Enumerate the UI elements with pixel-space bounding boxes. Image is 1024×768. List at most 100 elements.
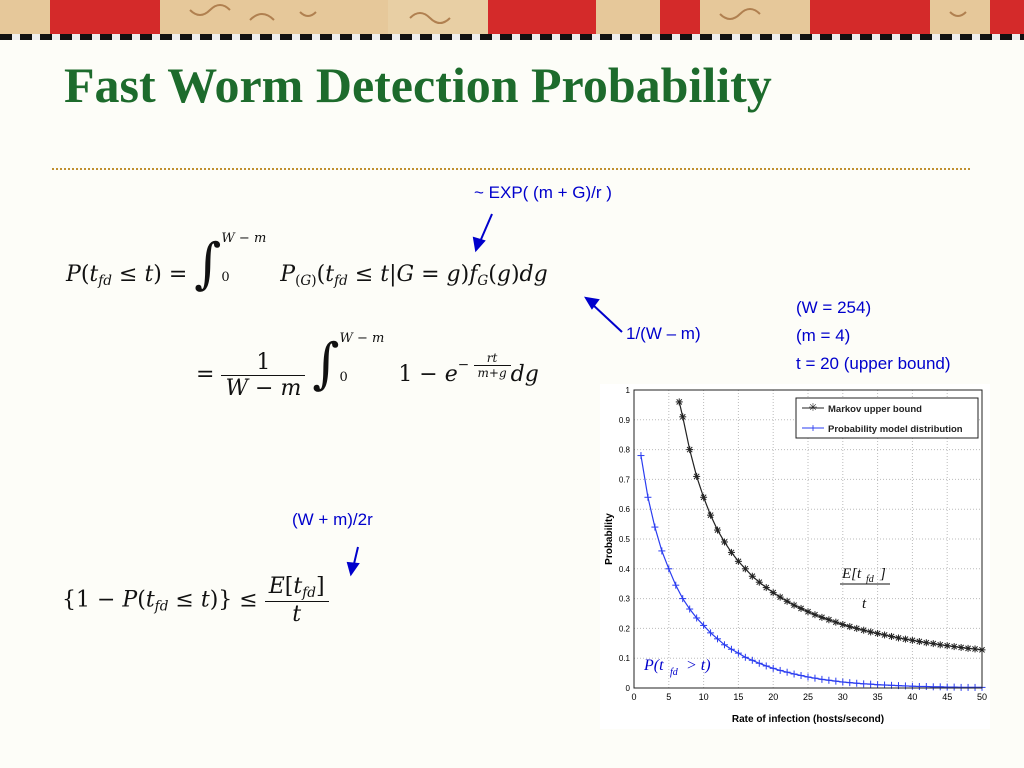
y-tick-label: 1	[626, 386, 631, 395]
svg-text:fd: fd	[670, 667, 679, 678]
chart-series	[637, 398, 986, 691]
model-point	[797, 671, 805, 679]
model-point	[964, 683, 972, 691]
model-point	[693, 614, 701, 622]
banner-dash	[0, 34, 12, 40]
model-point	[929, 683, 937, 691]
banner-dash	[280, 34, 292, 40]
markov-point	[943, 642, 951, 650]
markov-point	[720, 538, 728, 546]
model-point	[672, 581, 680, 589]
banner-dash	[760, 34, 772, 40]
legend-markov-label: Markov upper bound	[828, 404, 922, 415]
banner-dash	[100, 34, 112, 40]
banner-dash	[20, 34, 32, 40]
banner-dash	[960, 34, 972, 40]
model-point	[679, 595, 687, 603]
x-tick-label: 50	[977, 692, 987, 702]
model-point	[686, 605, 694, 613]
x-axis-label: Rate of infection (hosts/second)	[732, 714, 884, 725]
markov-point	[894, 634, 902, 642]
model-point	[825, 676, 833, 684]
model-point	[839, 678, 847, 686]
model-point	[769, 664, 777, 672]
page-title: Fast Worm Detection Probability	[64, 57, 772, 113]
markov-point	[860, 626, 868, 634]
banner-dash	[480, 34, 492, 40]
banner-dash	[680, 34, 692, 40]
x-tick-label: 10	[699, 692, 709, 702]
mean-time-annotation: (W + m)/2r	[292, 510, 373, 529]
markov-point	[964, 644, 972, 652]
banner-dash	[860, 34, 872, 40]
series-line-0	[678, 401, 983, 651]
banner-dash	[320, 34, 332, 40]
model-point	[741, 653, 749, 661]
banner-dash	[300, 34, 312, 40]
markov-point	[693, 472, 701, 480]
inverse-width-arrow	[591, 303, 623, 333]
y-tick-label: 0.7	[619, 475, 631, 484]
svg-text:P(t: P(t	[643, 657, 664, 674]
markov-point	[908, 636, 916, 644]
equation-markov-bound: {1 − P(tfd ≤ t)} ≤ E[tfd] t	[62, 574, 329, 627]
banner-dash	[740, 34, 752, 40]
model-point	[846, 679, 854, 687]
model-point	[658, 547, 666, 555]
probability-chart: 0 5 10 15 20 25 30 35 40 45 50 0 0.1 0.2 0.3 0.4 0.5 0.6 0…	[600, 384, 990, 729]
curve-label-expectation: E[t fd] t	[840, 566, 890, 612]
markov-point	[957, 643, 965, 651]
inverse-width-annotation: 1/(W – m)	[626, 324, 701, 343]
model-point	[637, 452, 645, 460]
model-point	[776, 666, 784, 674]
markov-point	[853, 624, 861, 632]
model-point	[936, 683, 944, 691]
banner-dash	[460, 34, 472, 40]
model-point	[783, 668, 791, 676]
banner-dash	[700, 34, 712, 40]
model-point	[651, 523, 659, 531]
svg-text:t: t	[862, 596, 867, 612]
x-tick-label: 40	[907, 692, 917, 702]
markov-point	[790, 601, 798, 609]
markov-point	[741, 565, 749, 573]
markov-point	[748, 572, 756, 580]
probability-chart-svg: 0 5 10 15 20 25 30 35 40 45 50 0 0.1 0.2 0.3 0.4 0.5 0.6 0…	[604, 386, 987, 725]
param-w-annotation: (W = 254)	[796, 298, 872, 317]
model-point	[727, 645, 735, 653]
model-point	[874, 681, 882, 689]
title-divider	[52, 168, 970, 170]
exp-annotation: ~ EXP( (m + G)/r )	[474, 183, 612, 202]
decorative-banner	[0, 0, 1024, 40]
y-tick-label: 0.1	[619, 654, 631, 663]
banner-dash	[420, 34, 432, 40]
y-tick-label: 0.4	[619, 565, 631, 574]
markov-point	[686, 446, 694, 454]
x-tick-label: 35	[873, 692, 883, 702]
model-point	[755, 659, 763, 667]
markov-point	[832, 618, 840, 626]
model-point	[943, 683, 951, 691]
markov-point	[881, 631, 889, 639]
markov-point	[707, 511, 715, 519]
y-axis-label: Probability	[604, 513, 615, 565]
model-point	[790, 670, 798, 678]
model-point	[832, 677, 840, 685]
markov-point	[936, 641, 944, 649]
banner-dash	[560, 34, 572, 40]
x-tick-label: 5	[666, 692, 671, 702]
banner-dash	[800, 34, 812, 40]
markov-point	[825, 616, 833, 624]
legend-markov-marker: ✳	[808, 402, 817, 414]
markov-point	[675, 398, 683, 406]
banner-dash	[220, 34, 232, 40]
banner-dash	[920, 34, 932, 40]
markov-point	[679, 413, 687, 421]
model-point	[950, 683, 958, 691]
x-tick-label: 0	[631, 692, 636, 702]
model-point	[811, 674, 819, 682]
banner-dash	[160, 34, 172, 40]
markov-point	[762, 584, 770, 592]
model-point	[881, 681, 889, 689]
